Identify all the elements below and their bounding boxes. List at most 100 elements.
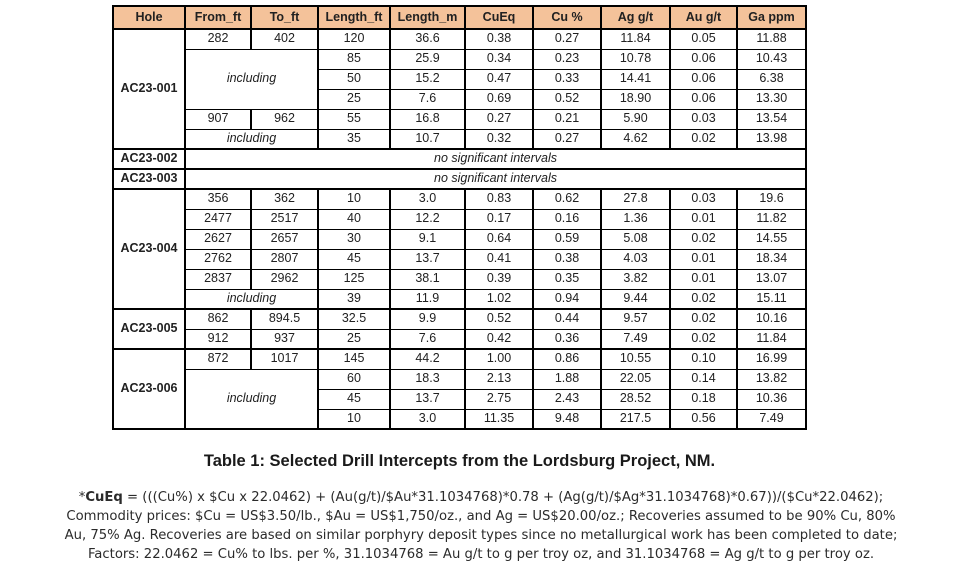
ga-ppm-cell: 11.88: [736, 28, 807, 50]
table-row: 2627 2657 30 9.1 0.64 0.59 5.08 0.02 14.55: [113, 228, 807, 250]
length-ft-cell: 10: [317, 408, 391, 430]
ga-ppm-cell: 11.82: [736, 208, 807, 230]
cu-pct-cell: 0.52: [532, 88, 602, 110]
hole-id-cell: AC23-002: [112, 148, 186, 170]
ga-ppm-cell: 13.07: [736, 268, 807, 290]
ag-gpt-cell: 217.5: [600, 408, 671, 430]
to-ft-cell: 2657: [250, 228, 319, 250]
length-m-cell: 16.8: [389, 108, 466, 130]
cueq-cell: 2.13: [464, 368, 534, 390]
including-label-cell: including: [184, 368, 319, 430]
cueq-cell: 0.38: [464, 28, 534, 50]
au-gpt-cell: 0.05: [669, 28, 738, 50]
hole-id-cell: AC23-001: [112, 28, 186, 150]
au-gpt-cell: 0.14: [669, 368, 738, 390]
length-m-cell: 25.9: [389, 48, 466, 70]
to-ft-cell: 962: [250, 108, 319, 130]
ga-ppm-cell: 13.82: [736, 368, 807, 390]
cu-pct-cell: 0.27: [532, 128, 602, 150]
column-header-hole: Hole: [112, 5, 186, 30]
ag-gpt-cell: 9.44: [600, 288, 671, 310]
column-header-cueq: CuEq: [464, 5, 534, 30]
table-header: Hole From_ft To_ft Length_ft Length_m CuEq Cu …: [112, 5, 807, 30]
au-gpt-cell: 0.02: [669, 328, 738, 350]
cu-pct-cell: 0.86: [532, 348, 602, 370]
au-gpt-cell: 0.10: [669, 348, 738, 370]
au-gpt-cell: 0.06: [669, 88, 738, 110]
to-ft-cell: 402: [250, 28, 319, 50]
column-header-length-m: Length_m: [389, 5, 466, 30]
cu-pct-cell: 0.59: [532, 228, 602, 250]
table-row: 50 15.2 0.47 0.33 14.41 0.06 6.38: [113, 68, 807, 90]
ga-ppm-cell: 10.36: [736, 388, 807, 410]
length-m-cell: 15.2: [389, 68, 466, 90]
cu-pct-cell: 0.16: [532, 208, 602, 230]
table-row: AC23-004 356 362 10 3.0 0.83 0.62 27.8 0.03 19.6: [112, 188, 807, 310]
from-ft-cell: 2837: [184, 268, 252, 290]
length-ft-cell: 39: [317, 288, 391, 310]
length-ft-cell: 55: [317, 108, 391, 130]
length-ft-cell: 10: [317, 188, 391, 210]
table-row: 2477 2517 40 12.2 0.17 0.16 1.36 0.01 11.82: [113, 208, 807, 230]
table-body: AC23-001 282 402 120 36.6 0.38 0.27 11.84 0.05 11…: [112, 28, 807, 430]
length-ft-cell: 25: [317, 88, 391, 110]
drill-table-container: Hole From_ft To_ft Length_ft Length_m CuEq Cu …: [112, 5, 807, 430]
table-row: including 60 18.3 2.13 1.88 22.05 0.14 13.82: [113, 368, 807, 430]
table-row: AC23-001 282 402 120 36.6 0.38 0.27 11.84 0.05 11…: [112, 28, 807, 150]
from-ft-cell: 862: [184, 308, 252, 330]
footnote-cueq-bold: CuEq: [85, 490, 123, 505]
drill-intercepts-table: Hole From_ft To_ft Length_ft Length_m CuEq Cu …: [112, 5, 807, 430]
ag-gpt-cell: 10.78: [600, 48, 671, 70]
length-m-cell: 3.0: [389, 408, 466, 430]
ag-gpt-cell: 14.41: [600, 68, 671, 90]
including-label-cell: including: [184, 48, 319, 110]
including-label-cell: including: [184, 288, 319, 310]
cueq-cell: 2.75: [464, 388, 534, 410]
from-ft-cell: 2762: [184, 248, 252, 270]
table-row: 45 13.7 2.75 2.43 28.52 0.18 10.36: [113, 388, 807, 410]
ag-gpt-cell: 5.90: [600, 108, 671, 130]
footnote-asterisk: *: [78, 490, 86, 505]
cu-pct-cell: 0.38: [532, 248, 602, 270]
table-caption: Table 1: Selected Drill Intercepts from …: [203, 452, 716, 470]
ga-ppm-cell: 6.38: [736, 68, 807, 90]
ga-ppm-cell: 11.84: [736, 328, 807, 350]
length-m-cell: 9.1: [389, 228, 466, 250]
table-row: 10 3.0 11.35 9.48 217.5 0.56 7.49: [113, 408, 807, 430]
length-ft-cell: 45: [317, 388, 391, 410]
length-m-cell: 18.3: [389, 368, 466, 390]
footnote: *CuEq = (((Cu%) x $Cu x 22.0462) + (Au(g…: [0, 488, 962, 564]
no-significant-intervals-cell: no significant intervals: [184, 148, 807, 170]
ga-ppm-cell: 18.34: [736, 248, 807, 270]
footnote-line-4: Factors: 22.0462 = Cu% to lbs. per %, 31…: [87, 547, 875, 562]
length-m-cell: 13.7: [389, 248, 466, 270]
ag-gpt-cell: 9.57: [600, 308, 671, 330]
cueq-cell: 0.52: [464, 308, 534, 330]
length-ft-cell: 30: [317, 228, 391, 250]
ag-gpt-cell: 28.52: [600, 388, 671, 410]
length-m-cell: 13.7: [389, 388, 466, 410]
table-row: including 35 10.7 0.32 0.27 4.62 0.02 13.98: [113, 128, 807, 150]
au-gpt-cell: 0.18: [669, 388, 738, 410]
au-gpt-cell: 0.06: [669, 68, 738, 90]
ga-ppm-cell: 16.99: [736, 348, 807, 370]
length-ft-cell: 50: [317, 68, 391, 90]
to-ft-cell: 937: [250, 328, 319, 350]
from-ft-cell: 282: [184, 28, 252, 50]
to-ft-cell: 2962: [250, 268, 319, 290]
ga-ppm-cell: 10.16: [736, 308, 807, 330]
cueq-cell: 0.27: [464, 108, 534, 130]
table-row: 912 937 25 7.6 0.42 0.36 7.49 0.02 11.84: [113, 328, 807, 350]
ag-gpt-cell: 4.03: [600, 248, 671, 270]
header-row: Hole From_ft To_ft Length_ft Length_m CuEq Cu …: [112, 5, 807, 30]
cueq-cell: 0.42: [464, 328, 534, 350]
ag-gpt-cell: 10.55: [600, 348, 671, 370]
length-m-cell: 10.7: [389, 128, 466, 150]
cu-pct-cell: 0.23: [532, 48, 602, 70]
ga-ppm-cell: 7.49: [736, 408, 807, 430]
length-ft-cell: 40: [317, 208, 391, 230]
hole-id-cell: AC23-006: [112, 348, 186, 430]
length-ft-cell: 125: [317, 268, 391, 290]
cueq-cell: 0.34: [464, 48, 534, 70]
from-ft-cell: 907: [184, 108, 252, 130]
